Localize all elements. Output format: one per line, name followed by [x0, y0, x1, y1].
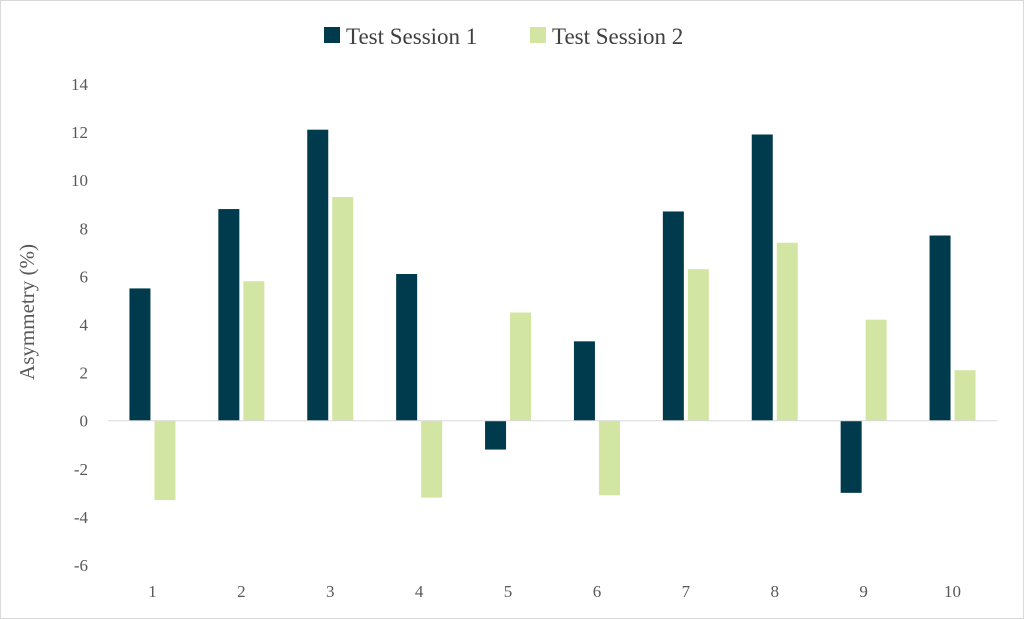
bar-session-2-item-3 — [332, 197, 354, 421]
bar-session-2-item-1 — [154, 420, 176, 501]
bar-session-1-item-1 — [129, 288, 151, 421]
bar-session-2-item-2 — [243, 281, 265, 421]
x-tick-label: 8 — [771, 582, 780, 601]
legend-label-test-session-1: Test Session 1 — [346, 24, 477, 49]
x-axis-ticks: 1 2 3 4 5 6 7 8 9 10 — [148, 582, 961, 601]
bar-session-2-item-4 — [421, 420, 443, 498]
x-tick-label: 2 — [237, 582, 246, 601]
bar-session-1-item-2 — [218, 209, 240, 421]
legend-label-test-session-2: Test Session 2 — [552, 24, 683, 49]
bar-session-1-item-4 — [396, 273, 418, 421]
bar-session-1-item-8 — [751, 134, 773, 421]
y-tick-label: -2 — [74, 460, 88, 479]
bar-session-1-item-10 — [929, 235, 951, 421]
bar-session-1-item-6 — [573, 341, 595, 421]
legend-swatch-test-session-1 — [324, 27, 340, 43]
bar-session-1-item-7 — [662, 211, 684, 421]
bar-session-1-item-5 — [485, 420, 507, 450]
bars — [129, 129, 976, 501]
bar-session-2-item-5 — [510, 312, 532, 421]
y-tick-label: 0 — [80, 412, 89, 431]
bar-session-2-item-7 — [687, 269, 709, 421]
bar-session-2-item-8 — [776, 242, 798, 421]
x-tick-label: 6 — [593, 582, 602, 601]
bar-session-2-item-6 — [598, 420, 620, 496]
x-tick-label: 5 — [504, 582, 513, 601]
bar-session-1-item-3 — [307, 129, 329, 421]
x-tick-label: 10 — [944, 582, 961, 601]
x-tick-label: 7 — [682, 582, 691, 601]
y-tick-label: -4 — [74, 508, 89, 527]
y-axis-title: Asymmetry (%) — [15, 244, 39, 380]
y-axis-ticks: -6 -4 -2 0 2 4 6 8 10 12 14 — [71, 75, 89, 575]
x-tick-label: 3 — [326, 582, 335, 601]
y-tick-label: 10 — [71, 171, 88, 190]
y-tick-label: 2 — [80, 364, 89, 383]
bar-session-2-item-9 — [865, 319, 887, 421]
y-tick-label: -6 — [74, 556, 88, 575]
y-tick-label: 8 — [80, 219, 89, 238]
x-tick-label: 9 — [859, 582, 868, 601]
bar-session-1-item-9 — [840, 420, 862, 493]
legend: Test Session 1 Test Session 2 — [324, 24, 683, 49]
y-tick-label: 12 — [71, 123, 88, 142]
x-tick-label: 4 — [415, 582, 424, 601]
bar-session-2-item-10 — [954, 370, 976, 421]
y-tick-label: 6 — [80, 267, 89, 286]
y-tick-label: 4 — [80, 316, 89, 335]
y-tick-label: 14 — [71, 75, 89, 94]
x-tick-label: 1 — [148, 582, 157, 601]
legend-swatch-test-session-2 — [530, 27, 546, 43]
